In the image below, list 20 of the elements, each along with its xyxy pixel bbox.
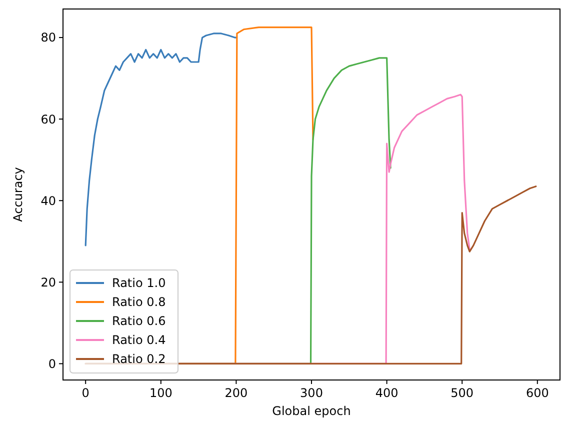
y-tick-label: 80 — [40, 30, 56, 45]
legend-label: Ratio 1.0 — [112, 276, 166, 290]
legend-label: Ratio 0.2 — [112, 352, 166, 366]
x-tick-label: 0 — [82, 386, 90, 400]
y-tick-label: 40 — [40, 194, 56, 208]
y-tick-label: 20 — [40, 275, 56, 290]
line-series — [84, 32, 237, 246]
x-tick-label: 400 — [375, 386, 398, 400]
x-tick-label: 100 — [149, 386, 172, 400]
legend-label: Ratio 0.6 — [112, 314, 166, 328]
y-axis-title: Accuracy — [11, 167, 25, 222]
y-tick-label: 60 — [40, 112, 56, 126]
x-axis-title: Global epoch — [272, 404, 351, 418]
x-tick-label: 200 — [224, 386, 248, 400]
x-tick-label: 300 — [300, 386, 323, 400]
legend-label: Ratio 0.8 — [112, 295, 166, 310]
legend-label: Ratio 0.4 — [112, 333, 166, 348]
x-tick-label: 500 — [450, 386, 474, 400]
x-tick-label: 600 — [526, 386, 549, 400]
y-tick-label: 0 — [48, 356, 56, 371]
